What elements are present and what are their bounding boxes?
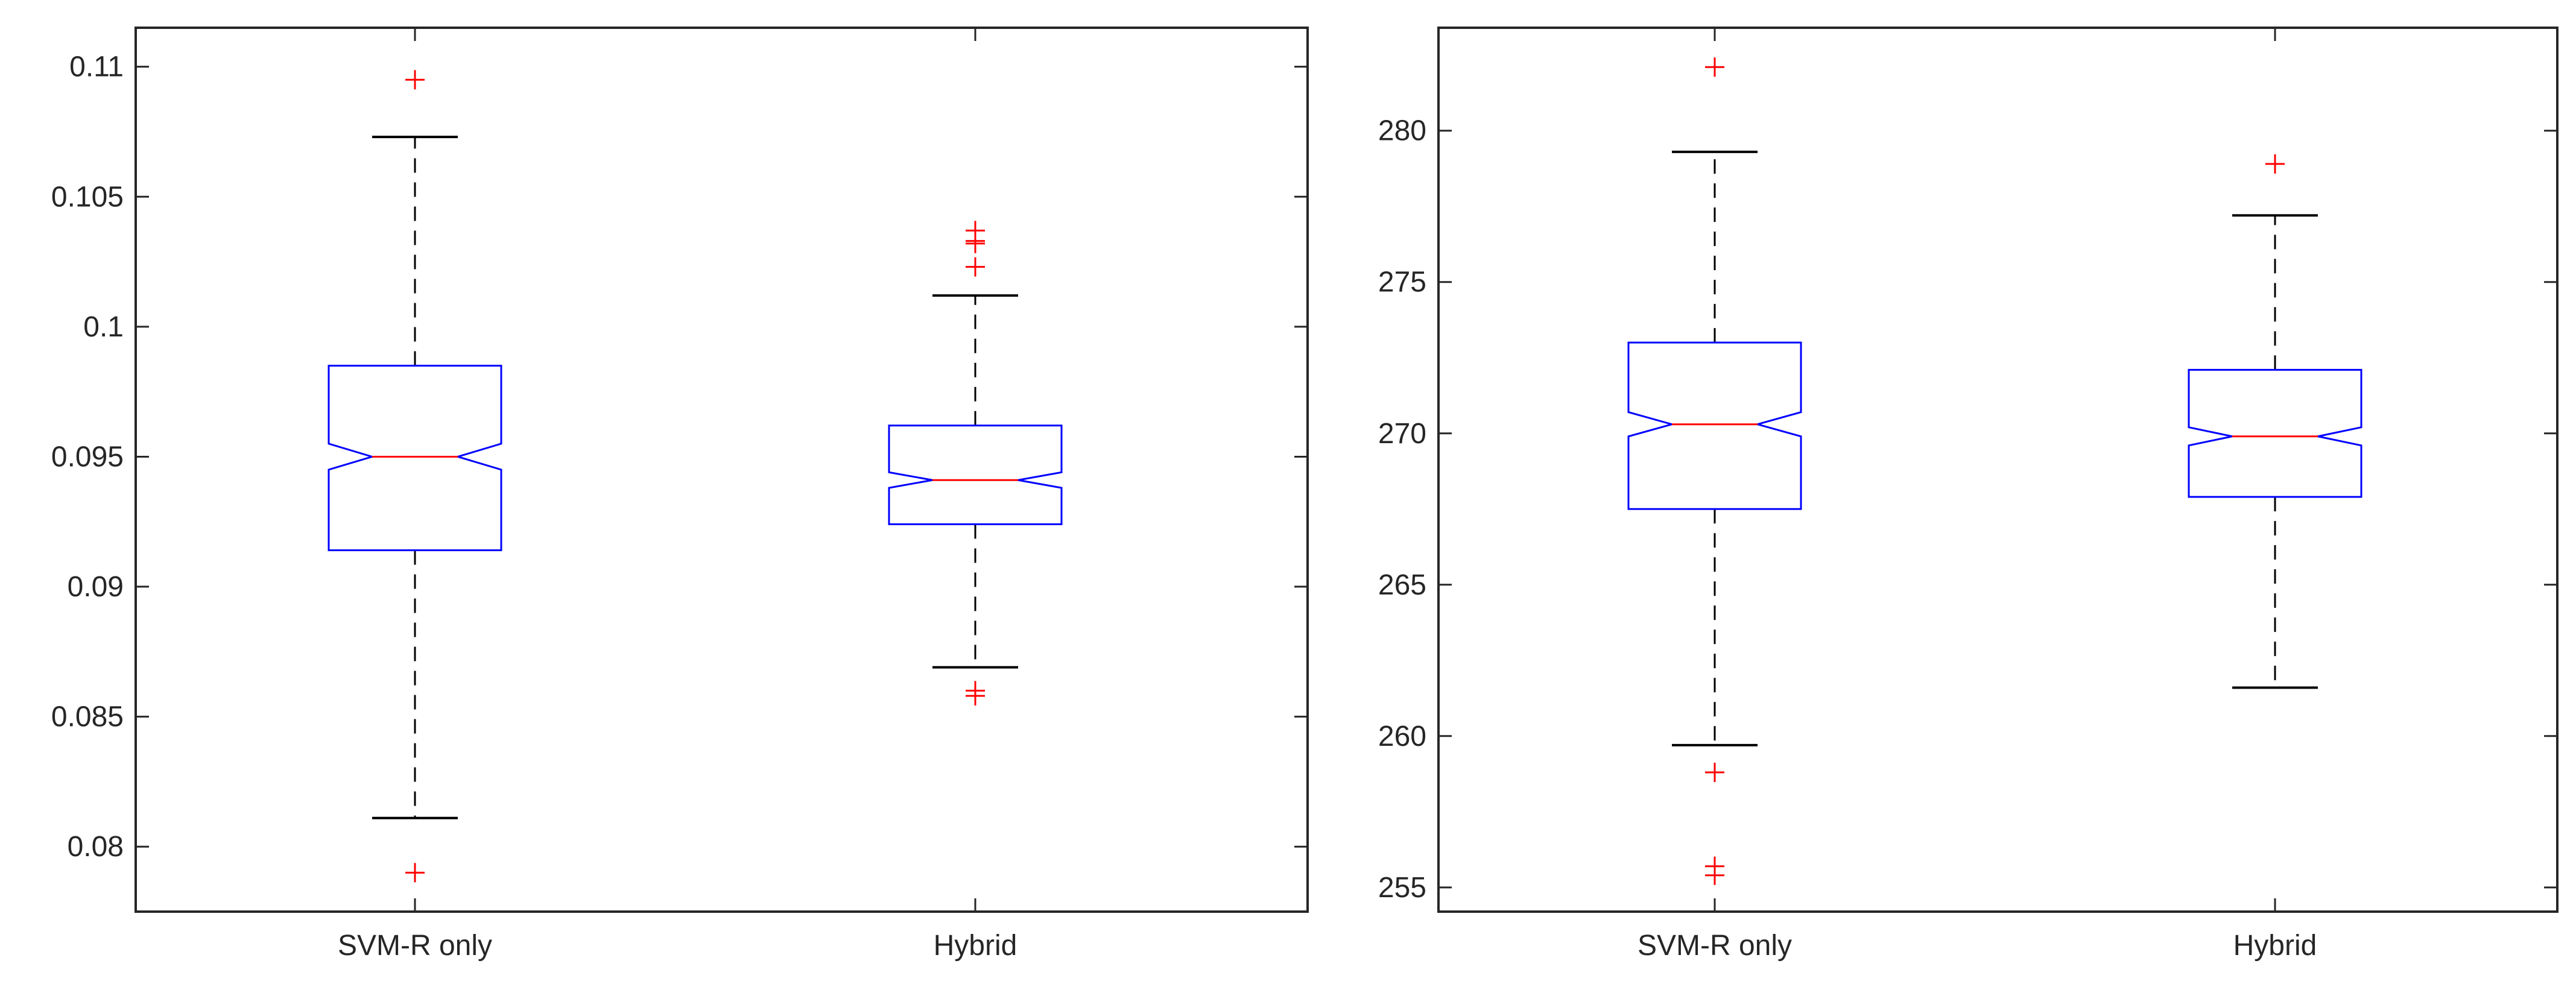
notched-box (1627, 341, 1802, 510)
box-group (2188, 154, 2362, 689)
box-group (888, 221, 1063, 706)
y-tick-label: 0.11 (69, 51, 124, 83)
boxplot-left-panel: 0.08 0.085 0.09 0.095 0.1 0.105 0.11 SVM-R only… (51, 27, 1309, 962)
y-tick-label: 0.1 (83, 311, 124, 343)
boxplot-right-panel: 255 260 265 270 275 280 SVM-R only Hybrid (1378, 27, 2559, 962)
box-group (328, 70, 502, 883)
x-tick-label: SVM-R only (338, 930, 492, 962)
box-group (1627, 57, 1802, 885)
y-tick-label: 260 (1378, 721, 1426, 752)
y-tick-label: 275 (1378, 266, 1426, 298)
y-tick-label: 0.09 (68, 571, 124, 603)
axes-frame (134, 27, 1309, 913)
outlier-marker (2265, 154, 2285, 174)
axes-frame (1437, 27, 2559, 913)
notched-box (888, 424, 1063, 526)
outlier-marker (405, 70, 425, 90)
outlier-marker (1705, 57, 1724, 77)
y-tick-label: 255 (1378, 872, 1426, 904)
outlier-marker (405, 863, 425, 883)
notched-box (328, 365, 502, 552)
x-tick-label: Hybrid (2233, 930, 2317, 962)
notched-box (2188, 368, 2362, 498)
y-tick-label: 0.085 (51, 701, 124, 733)
y-tick-label: 270 (1378, 418, 1426, 450)
outlier-marker (966, 686, 985, 706)
x-tick-label: SVM-R only (1638, 930, 1792, 962)
y-tick-label: 280 (1378, 115, 1426, 147)
y-tick-label: 0.095 (51, 441, 124, 473)
x-tick-label: Hybrid (934, 930, 1017, 962)
outlier-marker (1705, 763, 1724, 783)
outlier-marker (1705, 865, 1724, 885)
outlier-marker (966, 233, 985, 253)
y-tick-label: 0.08 (68, 831, 124, 863)
y-tick-label: 0.105 (51, 181, 124, 213)
outlier-marker (966, 257, 985, 277)
y-tick-label: 265 (1378, 569, 1426, 601)
